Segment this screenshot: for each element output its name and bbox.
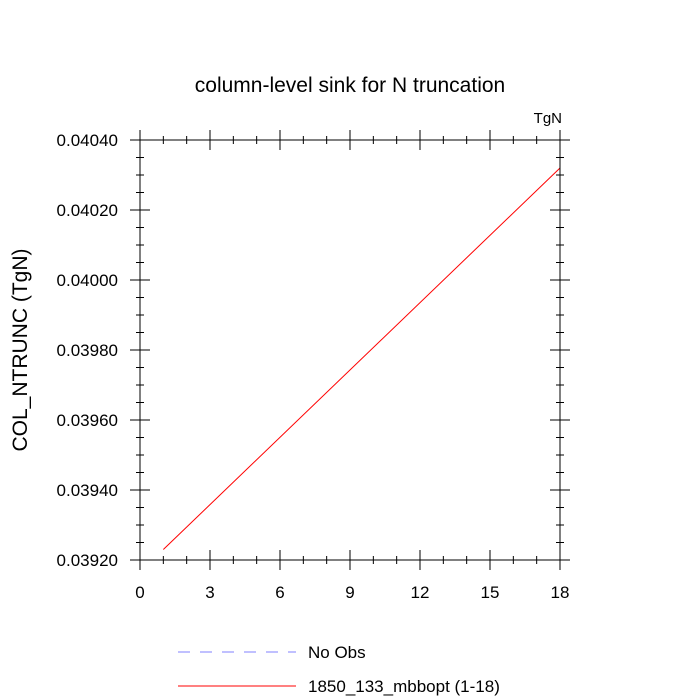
y-tick-labels: 0.03920 0.03940 0.03960 0.03980 0.04000 0.040… (57, 131, 118, 570)
x-tick-label: 12 (411, 583, 430, 602)
x-tick-label: 18 (551, 583, 570, 602)
series-line (162, 167, 561, 550)
series-lines (162, 167, 561, 550)
legend: No Obs 1850_133_mbbopt (1-18) (178, 643, 500, 696)
y-axis-label: COL_NTRUNC (TgN) (9, 248, 32, 451)
x-tick-label: 3 (205, 583, 214, 602)
y-tick-label: 0.03940 (57, 481, 118, 500)
x-tick-labels: 0 3 6 9 12 15 18 (135, 583, 569, 602)
y-tick-label: 0.04020 (57, 201, 118, 220)
legend-label: No Obs (308, 643, 366, 662)
x-tick-label: 6 (275, 583, 284, 602)
legend-label: 1850_133_mbbopt (1-18) (308, 677, 500, 696)
y-tick-label: 0.03980 (57, 341, 118, 360)
minor-ticks (136, 136, 564, 564)
y-tick-label: 0.03920 (57, 551, 118, 570)
units-label: TgN (534, 110, 562, 127)
y-tick-label: 0.04000 (57, 271, 118, 290)
major-ticks (130, 130, 570, 570)
plot-frame (139, 139, 561, 561)
y-tick-label: 0.04040 (57, 131, 118, 150)
x-tick-label: 15 (481, 583, 500, 602)
chart-title: column-level sink for N truncation (195, 74, 505, 97)
x-tick-label: 9 (345, 583, 354, 602)
x-tick-label: 0 (135, 583, 144, 602)
y-tick-label: 0.03960 (57, 411, 118, 430)
